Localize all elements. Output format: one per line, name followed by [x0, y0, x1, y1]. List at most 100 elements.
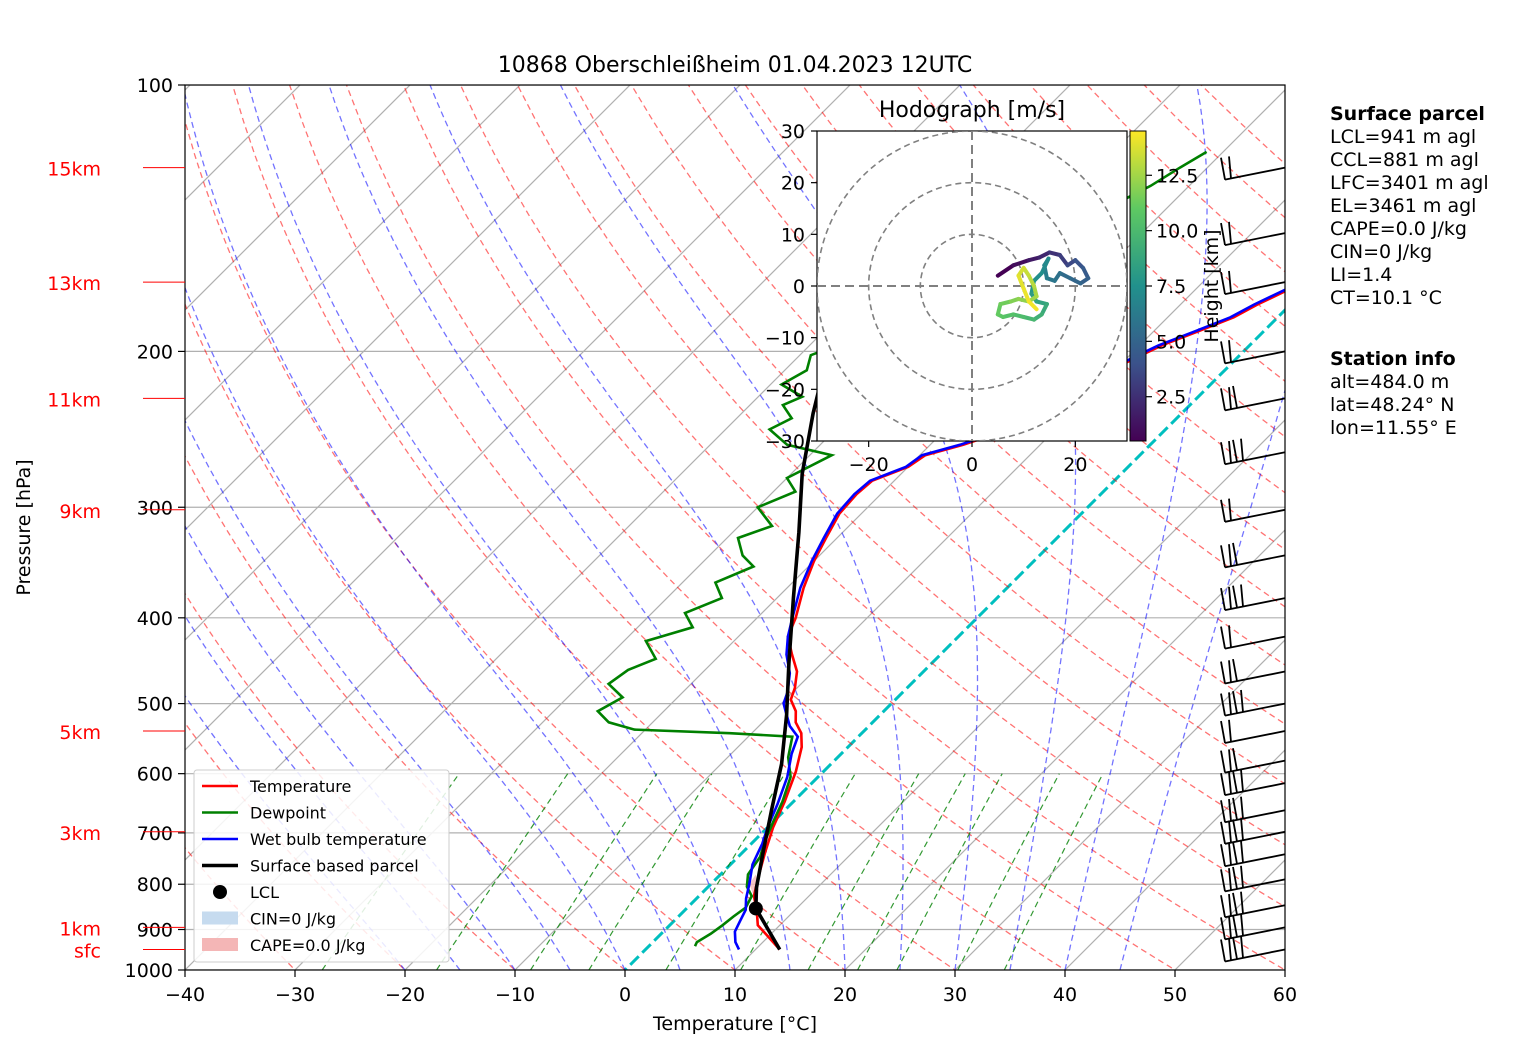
moist-adiabat	[732, 85, 979, 970]
wind-barb-feather	[1220, 750, 1226, 773]
hodograph: Hodograph [m/s] −20 0 20 −30 −20 −10 0 10 20 30 2.5…	[765, 98, 1223, 476]
mixing-ratio-line	[530, 773, 658, 970]
moist-adiabat	[328, 85, 791, 970]
x-tick-label: −30	[275, 984, 315, 1006]
moist-adiabat	[1119, 388, 1285, 970]
wind-barb-feather	[1220, 661, 1226, 684]
wind-barb-feather	[1228, 799, 1232, 822]
wind-barbs	[1220, 156, 1286, 963]
x-tick-label: 10	[723, 984, 747, 1006]
wind-barb-feather	[1232, 585, 1238, 608]
wind-barb-staff	[1224, 670, 1286, 685]
wind-barb-feather	[1240, 818, 1244, 841]
surface-parcel-line: CIN=0 J/kg	[1330, 241, 1433, 263]
y-tick-label: 600	[137, 764, 173, 786]
hodograph-segment	[1026, 299, 1039, 312]
wind-barb-staff	[1224, 166, 1286, 181]
isotherm	[844, 529, 1285, 970]
mixing-ratio-line	[665, 773, 786, 970]
dry-adiabat	[231, 85, 957, 970]
mixing-ratio-line	[1003, 773, 1104, 970]
height-label: 13km	[47, 273, 101, 295]
mixing-ratio-line	[740, 773, 856, 970]
x-tick-label: 0	[619, 984, 631, 1006]
wind-barb-staff	[1224, 281, 1286, 295]
wind-barb-staff	[1224, 397, 1286, 412]
isotherm	[0, 45, 11, 989]
hodograph-segment	[1016, 273, 1026, 291]
x-tick-label: 60	[1273, 984, 1297, 1006]
isotherm	[1064, 749, 1285, 970]
wind-barb	[1220, 385, 1286, 412]
wind-barb-feather	[1240, 769, 1244, 792]
wind-barb-feather	[1228, 270, 1232, 293]
wind-barb-feather	[1220, 442, 1226, 465]
dry-adiabat	[858, 85, 1285, 494]
wind-barb-feather	[1228, 156, 1232, 179]
wind-barb	[1220, 498, 1286, 523]
wind-barb-staff	[1224, 635, 1286, 650]
y-tick-label: 800	[137, 874, 173, 896]
isotherm	[514, 199, 1285, 970]
isotherm	[185, 85, 411, 311]
hodograph-x-tick-label: 20	[1063, 454, 1087, 476]
x-tick-label: 30	[943, 984, 967, 1006]
wind-barb-feather	[1228, 719, 1232, 742]
hodograph-plot	[817, 131, 1127, 441]
isotherm	[954, 639, 1285, 970]
hodograph-y-tick-label: −20	[765, 379, 805, 401]
dry-adiabat	[516, 85, 1285, 846]
colorbar-tick-label: 5.0	[1156, 331, 1186, 353]
wind-barb	[1220, 748, 1286, 774]
wind-barb-feather	[1240, 840, 1244, 863]
chart-title: 10868 Oberschleißheim 01.04.2023 12UTC	[498, 53, 973, 78]
wind-barb-feather	[1232, 866, 1238, 890]
station-info-line: lon=11.55° E	[1330, 417, 1457, 439]
wind-barb-feather	[1240, 689, 1244, 713]
legend-swatch	[202, 911, 238, 925]
wind-barb-feather	[1220, 626, 1226, 649]
temperature-line	[752, 289, 1285, 951]
dry-adiabat	[573, 85, 1285, 785]
hodograph-segment	[995, 263, 1016, 278]
hodograph-segment	[1011, 258, 1031, 268]
moist-adiabat	[185, 285, 626, 970]
height-label: 11km	[47, 389, 101, 411]
colorbar-label: Height [km]	[1201, 229, 1223, 342]
colorbar	[1129, 130, 1147, 442]
dry-adiabat	[744, 85, 1285, 608]
isotherm	[185, 85, 631, 531]
axes: −40 −30 −20 −10 0 10 20 30 40 50 60100200300400500…	[13, 75, 1297, 1035]
wind-barb-feather	[1240, 913, 1244, 936]
wind-barb	[1220, 438, 1286, 466]
wind-barb-feather	[1232, 819, 1238, 842]
wind-barb-feather	[1228, 916, 1232, 939]
wind-barb-feather	[1228, 893, 1232, 917]
height-label: 1km	[59, 918, 101, 940]
wind-barb-staff	[1224, 730, 1286, 744]
hodograph-segment	[1057, 253, 1070, 268]
wind-barb-feather	[1240, 438, 1244, 461]
hodograph-y-tick-label: 10	[781, 224, 805, 246]
mixing-ratio-line	[857, 773, 966, 970]
wind-barb-feather	[1228, 938, 1232, 961]
wind-barb-feather	[1232, 797, 1238, 821]
wind-barb-staff	[1224, 926, 1286, 941]
moist-adiabat	[185, 524, 516, 970]
wind-barb-feather	[1232, 892, 1238, 916]
wind-barb-feather	[1232, 542, 1238, 566]
zero-isotherm	[622, 307, 1285, 970]
x-tick-label: −10	[495, 984, 535, 1006]
x-tick-label: 20	[833, 984, 857, 1006]
hodograph-y-tick-label: −10	[765, 328, 805, 350]
isotherm	[185, 85, 521, 421]
wind-barb-staff	[1224, 809, 1286, 824]
wind-barb	[1220, 769, 1286, 797]
wind-barb	[1220, 796, 1286, 824]
x-tick-label: 50	[1163, 984, 1187, 1006]
wind-barb-staff	[1224, 904, 1286, 919]
legend: Temperature Dewpoint Wet bulb temperature S…	[193, 769, 450, 963]
wind-barb-feather	[1220, 772, 1226, 796]
hodograph-x-tick-label: −20	[849, 454, 889, 476]
wind-barb-feather	[1220, 341, 1226, 364]
